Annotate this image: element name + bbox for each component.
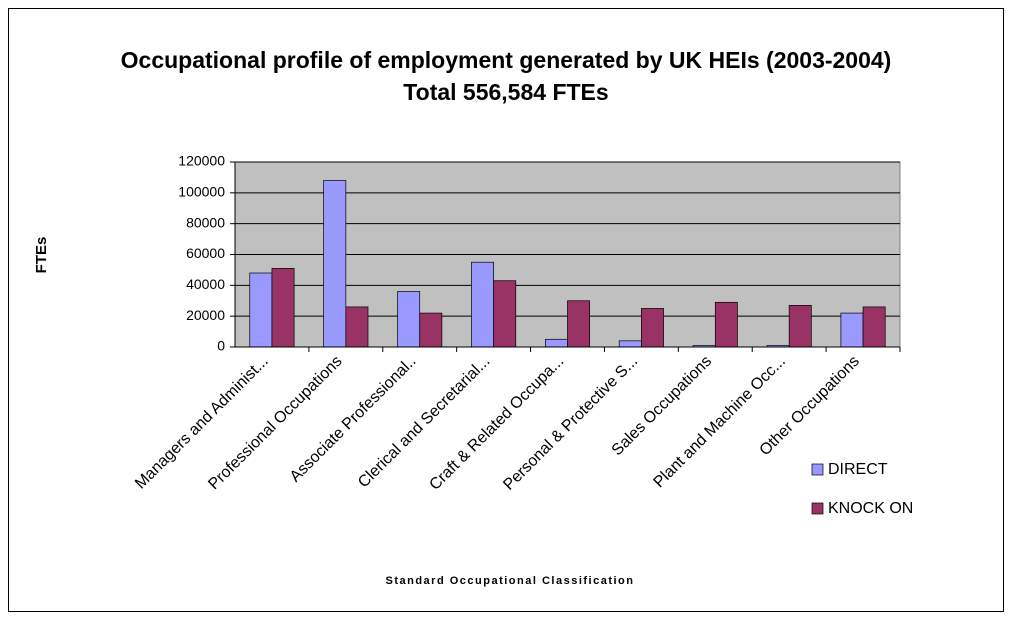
y-tick-label: 100000 (178, 184, 225, 200)
bar (323, 180, 347, 348)
bar (641, 308, 664, 348)
legend-swatch (811, 463, 824, 476)
bar (714, 301, 738, 348)
bar (419, 312, 443, 348)
chart-title: Occupational profile of employment gener… (120, 47, 892, 105)
y-tick-label: 120000 (178, 153, 225, 169)
bar (840, 312, 864, 348)
bar (249, 272, 273, 348)
y-axis-label: FTEs (33, 237, 50, 274)
bar (788, 305, 812, 348)
bar (271, 268, 295, 348)
bar (862, 306, 886, 348)
bar (618, 340, 642, 348)
y-tick-label: 0 (217, 338, 225, 354)
bar (397, 291, 421, 348)
y-tick-label: 60000 (186, 245, 225, 261)
legend-label: DIRECT (828, 461, 888, 478)
bar (493, 280, 517, 348)
y-tick-label: 40000 (186, 276, 225, 292)
bar (544, 338, 568, 348)
bar (567, 300, 591, 348)
legend-swatch (811, 502, 824, 515)
bar (471, 261, 494, 348)
y-tick-label: 20000 (186, 307, 225, 323)
y-tick-label: 80000 (186, 214, 225, 230)
legend-label: KNOCK ON (828, 500, 913, 517)
bar (345, 306, 369, 348)
x-axis-label: Standard Occupational Classification (386, 575, 635, 587)
